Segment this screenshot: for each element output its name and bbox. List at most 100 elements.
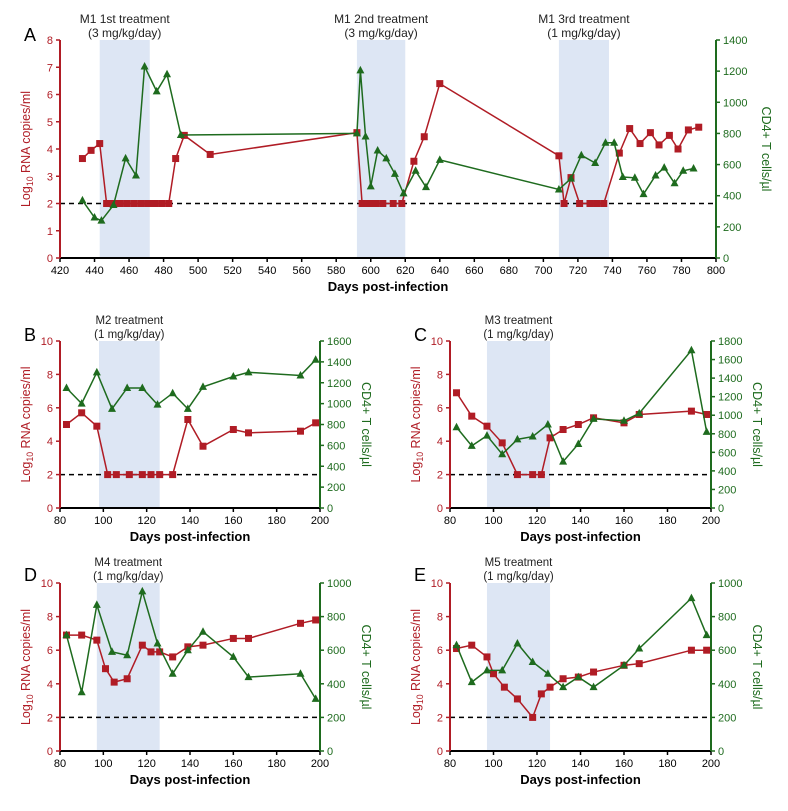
panel-a-treatment-label-2: M1 2nd treatment bbox=[334, 12, 429, 26]
panel-b-rna-point bbox=[156, 471, 164, 479]
panel-b-letter: B bbox=[24, 325, 36, 345]
panel-a-cd4-point bbox=[356, 65, 365, 74]
panel-d-x-tick-label: 200 bbox=[311, 758, 329, 770]
panel-a-rna-point bbox=[103, 200, 111, 207]
panel-c-x-tick-label: 100 bbox=[484, 515, 502, 527]
panel-c-rna-point bbox=[483, 422, 491, 430]
panel-a-rna-point bbox=[372, 200, 380, 207]
panel-a-cd4-point bbox=[361, 132, 370, 140]
panel-e-rna-point bbox=[513, 695, 521, 703]
panel-b-y-label-right: CD4+ T cells/µl bbox=[359, 382, 373, 467]
panel-e-y-right-tick-label: 800 bbox=[718, 612, 736, 624]
panel-a-rna-point bbox=[665, 131, 673, 139]
panel-a-rna-point bbox=[560, 200, 568, 207]
panel-a-rna-point bbox=[172, 155, 180, 163]
panel-c-rna-point bbox=[546, 434, 554, 442]
panel-c-y-right-tick-label: 1600 bbox=[718, 355, 742, 367]
panel-a-treatment-label-3: M1 3rd treatment bbox=[538, 12, 630, 26]
panel-b-y-label-left: Log10 RNA copies/ml bbox=[19, 366, 35, 482]
panel-d-x-tick-label: 180 bbox=[267, 758, 285, 770]
panel-a-rna-point bbox=[674, 145, 682, 153]
panel-d-rna-point bbox=[229, 634, 237, 642]
panel-a-cd4-point bbox=[152, 86, 161, 95]
panel-e-cd4-point bbox=[528, 657, 537, 665]
panel-d-x-tick-label: 120 bbox=[137, 758, 155, 770]
panel-a-y-right-tick-label: 400 bbox=[723, 191, 741, 203]
panel-a-x-tick-label: 420 bbox=[51, 265, 69, 277]
panel-e-y-left-tick-label: 6 bbox=[437, 645, 443, 657]
panel-a-cd4-point bbox=[131, 170, 140, 179]
panel-a: AM1 1st treatment(3 mg/kg/day)M1 2nd tre… bbox=[19, 12, 773, 294]
panel-b-rna-point bbox=[104, 471, 112, 479]
panel-b-y-right-tick-label: 1200 bbox=[327, 378, 351, 390]
panel-e-rna-point bbox=[500, 683, 508, 691]
panel-c-cd4-point bbox=[620, 416, 628, 424]
panel-e-cd4-point bbox=[498, 665, 507, 674]
panel-c-y-left-tick-label: 10 bbox=[431, 336, 443, 348]
panel-a-letter: A bbox=[24, 25, 36, 45]
panel-c-cd4-point bbox=[498, 449, 507, 458]
panel-c-rna-point bbox=[574, 421, 582, 428]
panel-d-y-right-tick-label: 200 bbox=[327, 712, 345, 724]
panel-a-x-tick-label: 800 bbox=[707, 265, 725, 277]
panel-d-cd4-point bbox=[229, 652, 238, 660]
panel-e-x-tick-label: 80 bbox=[444, 758, 456, 770]
panel-c-y-left-tick-label: 8 bbox=[437, 369, 443, 381]
panel-b-x-tick-label: 80 bbox=[54, 515, 66, 527]
panel-d-cd4-point bbox=[153, 638, 162, 647]
panel-a-y-right-tick-label: 600 bbox=[723, 160, 741, 172]
panel-c-y-left-tick-label: 2 bbox=[437, 470, 443, 482]
panel-a-cd4-point bbox=[352, 128, 361, 137]
panel-b-rna-point bbox=[63, 421, 70, 428]
panel-a-cd4-point bbox=[679, 166, 688, 174]
panel-b-cd4-point bbox=[92, 367, 101, 376]
panel-c-cd4-point bbox=[452, 422, 461, 431]
panel-d-y-right-tick-label: 600 bbox=[327, 645, 345, 657]
panel-d-rna-point bbox=[147, 648, 155, 656]
panel-b-x-tick-label: 140 bbox=[181, 515, 199, 527]
panel-e-y-right-tick-label: 200 bbox=[718, 712, 736, 724]
panel-b-y-right-tick-label: 200 bbox=[327, 482, 345, 494]
panel-e-rna-point bbox=[703, 646, 711, 654]
panel-d-rna-point bbox=[169, 653, 177, 661]
panel-e: EM5 treatment(1 mg/kg/day)80 100 120 140 160… bbox=[409, 557, 764, 787]
panel-d-x-tick-label: 100 bbox=[94, 758, 112, 770]
panel-a-x-tick-label: 720 bbox=[569, 265, 587, 277]
panel-e-x-tick-label: 100 bbox=[484, 758, 502, 770]
panel-d-y-label-right: CD4+ T cells/µl bbox=[359, 625, 373, 710]
panel-d-x-label: Days post-infection bbox=[130, 772, 251, 787]
panel-a-rna-point bbox=[655, 141, 663, 149]
panel-e-cd4-point bbox=[482, 665, 491, 674]
panel-e-x-tick-label: 140 bbox=[571, 758, 589, 770]
panel-e-treatment-band-1 bbox=[486, 583, 551, 751]
panel-a-cd4-point bbox=[435, 155, 444, 163]
panel-e-y-right-tick-label: 600 bbox=[718, 645, 736, 657]
panel-c-cd4-point bbox=[528, 432, 537, 440]
panel-b-y-right-tick-label: 600 bbox=[327, 440, 345, 452]
panel-a-rna-point bbox=[398, 200, 406, 207]
panel-a-rna-point bbox=[78, 155, 86, 163]
panel-a-rna-point bbox=[615, 149, 623, 157]
panel-b-y-left-tick-label: 2 bbox=[47, 470, 53, 482]
panel-a-cd4-point bbox=[670, 178, 679, 187]
panel-b-y-right-tick-label: 800 bbox=[327, 420, 345, 432]
panel-d-rna-point bbox=[156, 648, 164, 656]
panel-e-rna-point bbox=[635, 660, 643, 668]
panel-a-cd4-point bbox=[109, 200, 118, 209]
panel-d-letter: D bbox=[24, 565, 37, 585]
panel-b-y-left-tick-label: 6 bbox=[47, 403, 53, 415]
panel-b-rna-point bbox=[93, 422, 101, 430]
panel-e-rna-point bbox=[490, 670, 497, 678]
panel-d-y-right-tick-label: 1000 bbox=[327, 578, 351, 590]
panel-a-cd4-point bbox=[366, 181, 375, 190]
panel-e-y-left-tick-label: 10 bbox=[431, 578, 443, 590]
panel-b-y-left-tick-label: 4 bbox=[47, 436, 53, 448]
panel-b-rna-point bbox=[312, 419, 320, 427]
panel-e-cd4-point bbox=[513, 638, 522, 647]
panel-b-rna-point bbox=[138, 471, 146, 479]
panel-a-cd4-point bbox=[399, 188, 408, 197]
panel-c-cd4-point bbox=[702, 427, 711, 435]
panel-d-rna-point bbox=[297, 619, 304, 627]
panel-e-rna-point bbox=[453, 645, 461, 653]
